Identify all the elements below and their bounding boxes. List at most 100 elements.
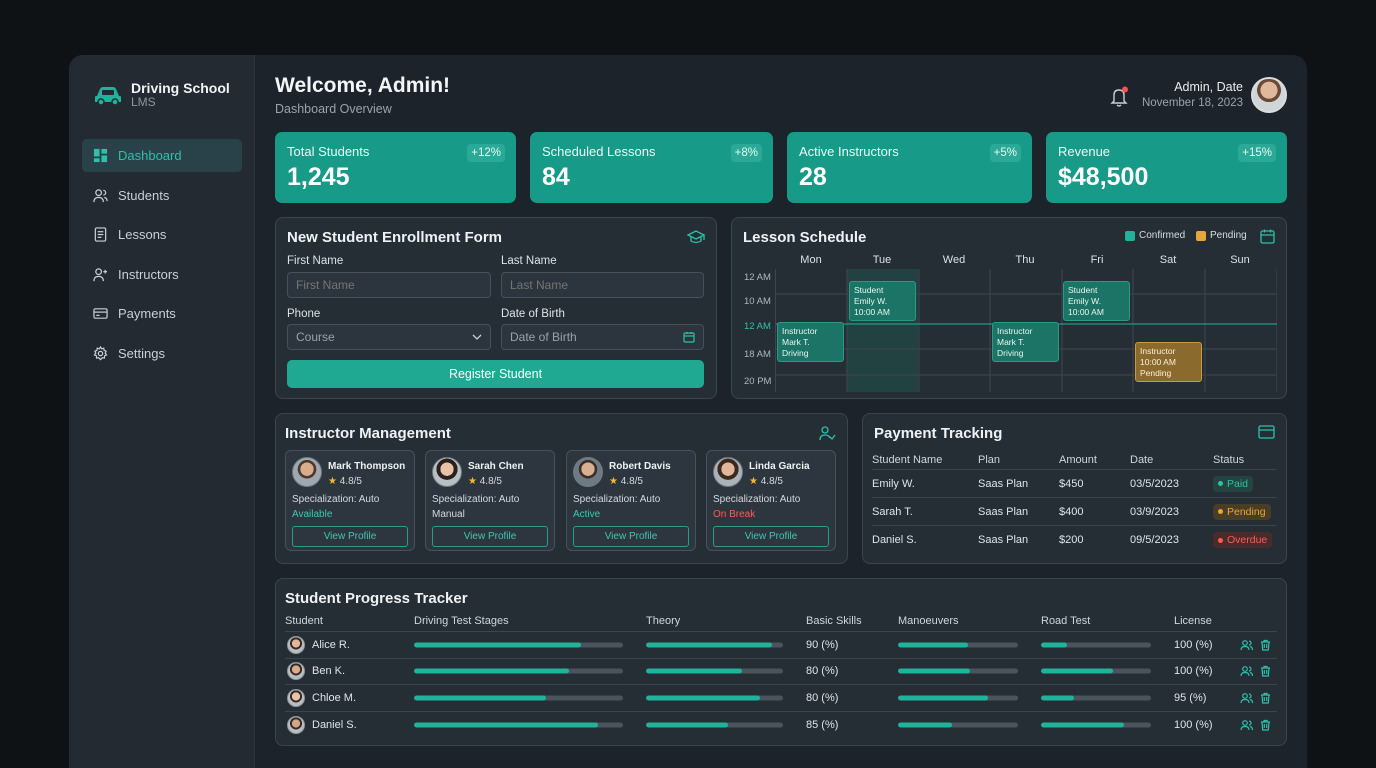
avatar <box>287 688 305 707</box>
table-row[interactable]: Ben K. 80 (%) 100 (%) <box>285 659 1277 685</box>
progress-fill <box>414 642 582 648</box>
table-row[interactable]: Daniel S. Saas Plan $200 09/5/2023 Overd… <box>872 526 1276 554</box>
first-name-input[interactable] <box>287 272 491 298</box>
instructor-name: Linda Garcia <box>749 461 810 472</box>
schedule-event-pending[interactable]: Instructor 10:00 AM Pending <box>1135 342 1202 382</box>
schedule-event[interactable]: Instructor Mark T. Driving <box>777 322 844 362</box>
table-header: Student Name Plan Amount Date Status <box>872 450 1276 470</box>
sidebar-item-instructors[interactable]: Instructors <box>82 258 242 291</box>
day-header-fri: Fri <box>1090 254 1104 266</box>
users-icon[interactable] <box>1240 665 1253 677</box>
trash-icon[interactable] <box>1260 665 1271 677</box>
instructor-management-card: Instructor Management Mark Thompson ★ 4.… <box>275 413 848 564</box>
amount: $450 <box>1059 477 1084 490</box>
brand-title: Driving School <box>131 80 230 96</box>
trash-icon[interactable] <box>1260 692 1271 704</box>
view-profile-button[interactable]: View Profile <box>573 526 689 547</box>
table-row[interactable]: Sarah T. Saas Plan $400 03/9/2023 Pendin… <box>872 498 1276 526</box>
rating-value: 4.8/5 <box>620 476 643 487</box>
progress-fill <box>646 695 760 701</box>
progress-fill <box>1041 668 1113 674</box>
sidebar-item-students[interactable]: Students <box>82 179 242 212</box>
plan: Saas Plan <box>978 505 1029 518</box>
enrollment-form-card: New Student Enrollment Form First Name L… <box>275 217 717 399</box>
progress-bar-theory <box>646 642 783 648</box>
course-select[interactable]: Course <box>287 324 491 350</box>
rating-value: 4.8/5 <box>479 476 502 487</box>
table-row[interactable]: Emily W. Saas Plan $450 03/5/2023 Paid <box>872 470 1276 498</box>
sidebar-item-payments[interactable]: Payments <box>82 297 242 330</box>
column-header: Road Test <box>1041 615 1091 627</box>
event-line: 10:00 AM <box>1140 357 1176 367</box>
payments-icon <box>93 308 108 319</box>
register-student-button[interactable]: Register Student <box>287 360 704 388</box>
student-name: Ben K. <box>312 665 346 678</box>
avatar[interactable] <box>1251 77 1287 113</box>
users-icon[interactable] <box>1240 719 1253 731</box>
progress-fill <box>898 668 970 674</box>
stat-card-revenue: Revenue $48,500 +15% <box>1046 132 1287 203</box>
progress-fill <box>414 722 598 728</box>
star-icon: ★ <box>328 476 337 487</box>
credit-card-icon[interactable] <box>1258 425 1275 439</box>
calendar-icon[interactable] <box>1260 229 1275 244</box>
rating-value: 4.8/5 <box>339 476 362 487</box>
instructor-status: Available <box>292 509 333 520</box>
main-content: Welcome, Admin! Dashboard Overview Admin… <box>275 55 1307 768</box>
stat-value: 1,245 <box>287 163 350 191</box>
license-value: 95 (%) <box>1174 691 1207 704</box>
add-user-icon[interactable] <box>819 425 836 441</box>
table-row[interactable]: Alice R. 90 (%) 100 (%) <box>285 632 1277 659</box>
instructor-rating: ★ 4.8/5 <box>468 476 502 487</box>
avatar <box>287 635 305 654</box>
schedule-event[interactable]: Instructor Mark T. Driving <box>992 322 1059 362</box>
column-header: Status <box>1213 453 1245 466</box>
schedule-event[interactable]: Student Emily W. 10:00 AM <box>849 281 916 321</box>
status-dot <box>1218 481 1223 487</box>
progress-bar-manoeuvers <box>898 722 1018 728</box>
view-profile-button[interactable]: View Profile <box>713 526 829 547</box>
sidebar-item-settings[interactable]: Settings <box>82 337 242 370</box>
legend-label: Pending <box>1210 230 1247 241</box>
progress-bar-road-test <box>1041 642 1151 648</box>
bell-icon <box>1110 86 1128 107</box>
event-line: Instructor <box>997 326 1033 336</box>
sidebar-item-label: Instructors <box>118 266 179 282</box>
sidebar-item-lessons[interactable]: Lessons <box>82 218 242 251</box>
basic-skills-value: 85 (%) <box>806 718 839 731</box>
last-name-input[interactable] <box>501 272 704 298</box>
current-date: November 18, 2023 <box>1141 97 1243 109</box>
card-title: Instructor Management <box>285 425 451 442</box>
rating-value: 4.8/5 <box>760 476 783 487</box>
amount: $200 <box>1059 534 1084 546</box>
instructor-rating: ★ 4.8/5 <box>749 476 783 487</box>
view-profile-button[interactable]: View Profile <box>292 526 408 547</box>
table-row[interactable]: Daniel S. 85 (%) 100 (%) <box>285 712 1277 739</box>
trash-icon[interactable] <box>1260 719 1271 731</box>
progress-bar-manoeuvers <box>898 642 1018 648</box>
instructor-name: Robert Davis <box>609 461 671 472</box>
progress-fill <box>414 695 546 701</box>
card-title: Payment Tracking <box>874 425 1003 442</box>
users-icon[interactable] <box>1240 639 1253 651</box>
progress-table: Student Driving Test Stages Theory Basic… <box>285 615 1277 738</box>
schedule-event[interactable]: Student Emily W. 10:00 AM <box>1063 281 1130 321</box>
users-icon[interactable] <box>1240 692 1253 704</box>
star-icon: ★ <box>749 476 758 487</box>
time-label: 18 AM <box>744 349 771 360</box>
stat-label: Total Students <box>287 144 370 159</box>
status-dot <box>1218 537 1223 543</box>
event-line: 10:00 AM <box>1068 307 1104 317</box>
table-row[interactable]: Chloe M. 80 (%) 95 (%) <box>285 685 1277 712</box>
progress-bar-road-test <box>1041 695 1151 701</box>
trash-icon[interactable] <box>1260 639 1271 651</box>
progress-bar-manoeuvers <box>898 695 1018 701</box>
stat-change-badge: +12% <box>467 144 505 162</box>
notification-button[interactable] <box>1110 86 1130 113</box>
sidebar-item-dashboard[interactable]: Dashboard <box>82 139 242 172</box>
dob-input[interactable]: Date of Birth <box>501 324 704 350</box>
view-profile-button[interactable]: View Profile <box>432 526 548 547</box>
card-title: Lesson Schedule <box>743 229 867 246</box>
event-line: Mark T. <box>997 337 1025 347</box>
status-dot <box>1218 509 1223 515</box>
